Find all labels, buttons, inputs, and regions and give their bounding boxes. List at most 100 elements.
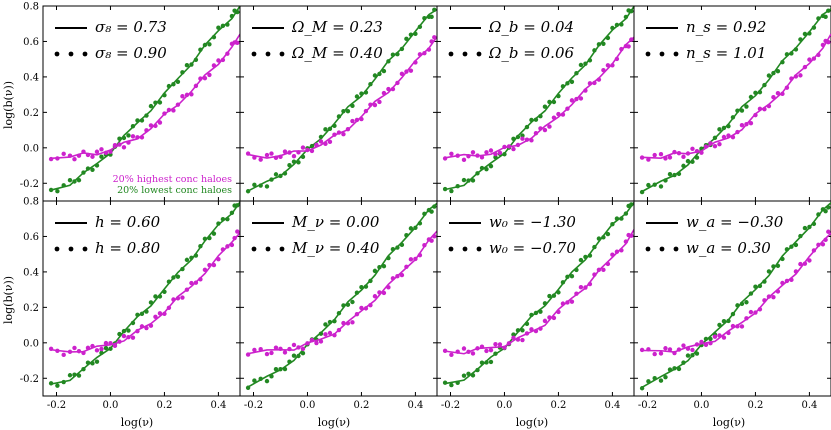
high_conc-dot [520, 337, 525, 343]
high_conc-dot [258, 347, 263, 352]
low_conc-dot [368, 278, 373, 284]
high_conc-dot [314, 142, 319, 148]
high_conc-dot [117, 142, 122, 147]
high_conc-dot [744, 121, 749, 127]
low_conc-solid-line [444, 202, 634, 385]
high_conc-dot [193, 83, 199, 89]
low_conc-dot [629, 202, 634, 207]
low_conc-dot [157, 100, 163, 105]
low_conc-dot [99, 154, 104, 159]
x-tick-label: 0.0 [694, 400, 710, 411]
annotation-low-conc: 20% lowest conc haloes [117, 185, 232, 196]
high_conc-dot [587, 281, 593, 287]
panel-curves [442, 6, 634, 194]
x-tick-label: -0.2 [638, 400, 657, 411]
low_conc-dot [363, 90, 369, 95]
high_conc-dot [547, 315, 552, 320]
low_conc-dot [538, 309, 543, 314]
y-tick-label: -0.2 [20, 374, 39, 385]
high_conc-dot [108, 149, 113, 154]
low_conc-dot [511, 136, 516, 141]
low_conc-dot [345, 302, 351, 307]
low_conc-dot [282, 366, 288, 372]
high_conc-dot [85, 345, 91, 351]
high_conc-dot [596, 77, 602, 82]
low_conc-dot [94, 163, 100, 168]
low_conc-dot [377, 264, 382, 270]
legend-dots-sample [448, 246, 454, 252]
low_conc-dot [211, 34, 217, 40]
low_conc-solid-line [247, 8, 437, 192]
high_conc-dot [757, 106, 763, 112]
low_conc-dot [269, 374, 274, 379]
high_conc-dot [538, 126, 543, 131]
low_conc-dot [81, 170, 86, 175]
high_conc-dot [449, 151, 454, 156]
high_conc-dot [264, 152, 270, 158]
high_conc-dot [148, 323, 154, 328]
high_conc-dot [560, 112, 566, 117]
high_conc-dot [739, 122, 745, 128]
high_conc-dot [578, 285, 584, 290]
high_conc-dot [735, 324, 740, 329]
high_conc-dot [399, 272, 405, 278]
high_conc-dot [690, 347, 695, 353]
low_conc-dot [488, 359, 494, 365]
low_conc-dot [404, 36, 409, 42]
legend-dots-sample [645, 51, 651, 57]
x-tick-label: 0.2 [747, 400, 763, 411]
high_conc-dot [148, 123, 154, 128]
low_conc-dot [76, 373, 82, 378]
legend-dots-sample [673, 51, 679, 57]
high_conc-dot [524, 331, 530, 336]
legend-dots-label: w₀ = −0.70 [489, 239, 576, 257]
low_conc-dot [85, 360, 91, 365]
high_conc-dot [592, 272, 597, 277]
high_conc-dot [422, 50, 427, 56]
low_conc-dot [193, 57, 199, 63]
low_conc-dot [300, 154, 306, 160]
high_conc-dot [475, 153, 480, 158]
high_conc-dot [135, 135, 140, 140]
high_conc-dot [771, 294, 776, 300]
high_conc-dot [180, 295, 185, 300]
low_conc-dot [252, 182, 257, 188]
low_conc-dot [413, 225, 418, 230]
high_conc-dot [108, 341, 113, 346]
panel-curves [442, 202, 634, 388]
high_conc-dot [663, 346, 668, 351]
high_conc-dot [130, 134, 136, 139]
high_conc-dot [235, 229, 240, 234]
low_conc-dot [202, 236, 208, 242]
low_conc-dot [694, 155, 700, 160]
low_conc-dot [121, 328, 127, 334]
low_conc-dot [162, 93, 167, 98]
low_conc-dot [780, 59, 785, 65]
low_conc-dot [386, 59, 391, 64]
high_conc-dot [484, 348, 489, 354]
low_conc-dot [408, 226, 414, 231]
low_conc-dot [422, 15, 427, 21]
legend-dots-label: h = 0.80 [95, 239, 161, 257]
y-axis-label-bottom: log(b(ν)) [2, 276, 15, 324]
panel-5: -0.2 0.0 0.2 0.4 -0.2 0.0 0.2 0.4 0.6 0.8 h = 0.60… [20, 197, 241, 411]
high_conc-dot [273, 155, 279, 160]
y-axis-label-top: log(b(ν)) [2, 81, 15, 129]
high_conc-dot [381, 290, 387, 296]
legend-dots-label: σ₈ = 0.90 [95, 44, 167, 62]
low_conc-dot [269, 177, 274, 182]
high_conc-dot [587, 81, 593, 86]
high_conc-dot [417, 52, 423, 57]
high_conc-dot [455, 349, 460, 354]
legend-dots-label: Ω_b = 0.06 [488, 44, 574, 62]
high_conc-dot [278, 346, 283, 351]
high_conc-dot [639, 155, 645, 160]
high_conc-dot [820, 42, 826, 48]
high_conc-dot [560, 301, 566, 306]
legend-dots-label: n_s = 1.01 [686, 44, 766, 62]
high_conc-dot [305, 147, 310, 153]
high_conc-dot [189, 280, 194, 286]
high_conc-dot [216, 257, 221, 262]
high_conc-dot [180, 94, 185, 99]
high_conc-dot [153, 314, 158, 319]
